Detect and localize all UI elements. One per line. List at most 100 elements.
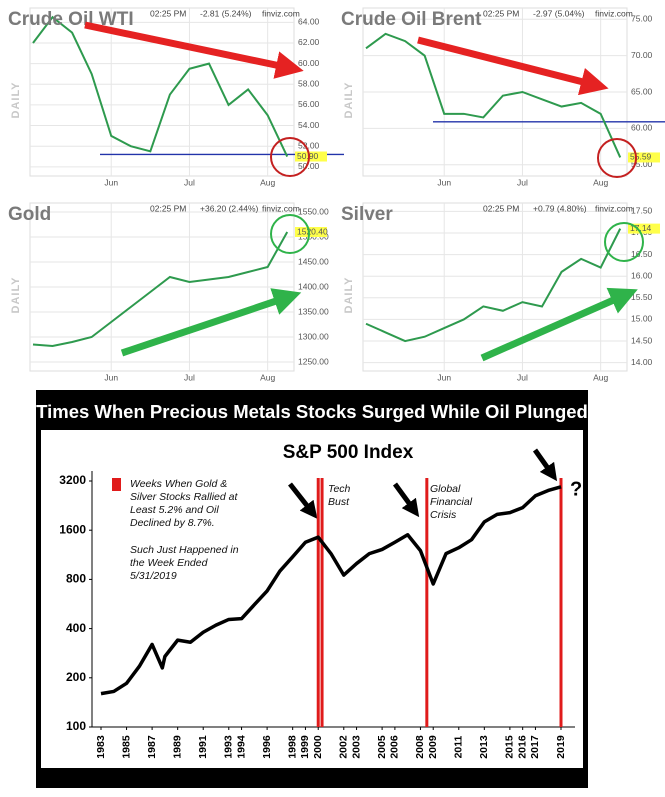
chart-subtitle: S&P 500 Index xyxy=(283,442,414,463)
index-line xyxy=(100,485,562,696)
universe: Universe: WTI Oil Price and Philadelphia… xyxy=(150,771,472,781)
plot-area xyxy=(29,7,295,177)
y-tick-label: 56.00 xyxy=(298,99,320,109)
y-tick-label: 1400.00 xyxy=(298,281,329,291)
annotations xyxy=(84,21,644,362)
time: 02:25 PM xyxy=(483,8,519,18)
source: finviz.com xyxy=(262,203,300,213)
price-line xyxy=(32,15,289,157)
last-price-box xyxy=(295,227,327,237)
x-tick-label: 1989 xyxy=(171,735,183,759)
x-tick-label: 2016 xyxy=(516,735,528,759)
last-price: 50.90 xyxy=(297,151,319,161)
down-arrow xyxy=(417,36,609,96)
finviz-chart: 14.0014.5015.0015.5016.0016.5017.0017.50… xyxy=(341,202,660,382)
side-label: DAILY xyxy=(343,277,355,314)
annotation: Tech xyxy=(328,483,351,495)
legend-swatch xyxy=(112,478,121,491)
x-tick-label: Jul xyxy=(184,372,195,382)
last-price-box xyxy=(628,152,660,163)
finviz-panels: 50.00 52.00 54.00 56.00 58.00 60.00 62.00 64.00… xyxy=(8,7,665,382)
x-tick-label: Jun xyxy=(104,177,118,187)
y-tick-label: 52.00 xyxy=(298,140,320,150)
y-tick-label: 15.50 xyxy=(631,292,653,302)
y-tick-label: 100 xyxy=(66,719,86,733)
y-tick-label: 14.50 xyxy=(631,335,653,345)
x-tick-label: 2011 xyxy=(453,735,465,758)
circle xyxy=(270,137,310,177)
arrow xyxy=(392,482,420,518)
x-tick-label: 2019 xyxy=(555,735,567,759)
source: finviz.com xyxy=(595,203,633,213)
note-text: 5/31/2019 xyxy=(130,570,177,582)
time: 02:25 PM xyxy=(150,8,186,18)
annotation: Financial xyxy=(430,496,473,508)
x-tick-label: 2015 xyxy=(504,735,516,759)
x-tick-label: Aug xyxy=(593,177,608,187)
y-tick-label: 55.00 xyxy=(631,159,653,169)
change: +0.79 (4.80%) xyxy=(533,203,587,213)
y-tick-label: 16.00 xyxy=(631,270,653,280)
chart-title: Times When Precious Metals Stocks Surged… xyxy=(36,401,588,422)
y-tick-label: 1600 xyxy=(59,522,86,536)
price-line xyxy=(365,228,622,343)
x-tick-label: 2009 xyxy=(427,735,439,759)
side-label: DAILY xyxy=(10,82,22,119)
legend-text: Silver Stocks Rallied at xyxy=(130,491,238,503)
arrow xyxy=(288,482,318,519)
price-line xyxy=(365,32,622,158)
x-tick-label: Aug xyxy=(593,372,608,382)
y-tick-label: 60.00 xyxy=(631,123,653,133)
y-tick-label: 65.00 xyxy=(631,86,653,96)
y-tick-label: 60.00 xyxy=(298,58,320,68)
sp500-panel: Times When Precious Metals Stocks Surged… xyxy=(36,390,588,788)
up-arrow xyxy=(120,288,302,357)
chart-title: Silver xyxy=(341,204,393,225)
circle xyxy=(597,138,637,178)
side-label: DAILY xyxy=(10,277,22,314)
arrow xyxy=(532,448,558,482)
legend-text: Weeks When Gold & xyxy=(130,478,227,490)
x-tick-label: 2002 xyxy=(338,735,350,759)
x-tick-label: 1985 xyxy=(120,735,132,759)
y-tick-label: 70.00 xyxy=(631,50,653,60)
y-tick-label: 54.00 xyxy=(298,120,320,130)
note-text: the Week Ended xyxy=(130,557,209,569)
time: 02:25 PM xyxy=(150,203,186,213)
x-tick-label: Aug xyxy=(260,372,275,382)
x-tick-label: Jun xyxy=(437,177,451,187)
annotation: Crisis xyxy=(430,509,457,521)
x-tick-label: 2013 xyxy=(478,735,490,759)
y-tick-label: 1250.00 xyxy=(298,356,329,366)
legend-text: Least 5.2% and Oil xyxy=(130,504,219,516)
price-line xyxy=(32,231,289,348)
x-tick-label: 2000 xyxy=(312,735,324,759)
x-tick-label: Jun xyxy=(104,372,118,382)
change: -2.97 (5.04%) xyxy=(533,8,585,18)
y-tick-label: 1350.00 xyxy=(298,306,329,316)
change: +36.20 (2.44%) xyxy=(200,203,259,213)
y-tick-label: 14.00 xyxy=(631,357,653,367)
last-price: 55.59 xyxy=(630,152,652,162)
chart-title: Crude Oil WTI xyxy=(8,9,134,30)
last-price-box xyxy=(628,223,660,234)
legend-text: Declined by 8.7%. xyxy=(130,517,215,529)
x-tick-label: 1983 xyxy=(95,735,107,759)
y-tick-label: 800 xyxy=(66,572,86,586)
plot-bg xyxy=(41,430,583,768)
y-tick-label: 50.00 xyxy=(298,161,320,171)
down-arrow xyxy=(84,21,304,79)
y-tick-label: 1550.00 xyxy=(298,206,329,216)
y-tick-label: 1300.00 xyxy=(298,331,329,341)
x-tick-label: 1987 xyxy=(146,735,158,759)
y-tick-label: 200 xyxy=(66,670,86,684)
finviz-chart: 55.00 60.00 65.00 70.00 75.00 Jun Jul Aug 55.59 C… xyxy=(341,7,665,187)
x-tick-label: 1998 xyxy=(286,735,298,759)
side-label: DAILY xyxy=(343,82,355,119)
annotation: ? xyxy=(570,478,582,500)
x-tick-label: Jul xyxy=(184,177,195,187)
circle xyxy=(270,214,310,254)
chart-title: Gold xyxy=(8,204,51,225)
plot-area xyxy=(362,202,628,372)
